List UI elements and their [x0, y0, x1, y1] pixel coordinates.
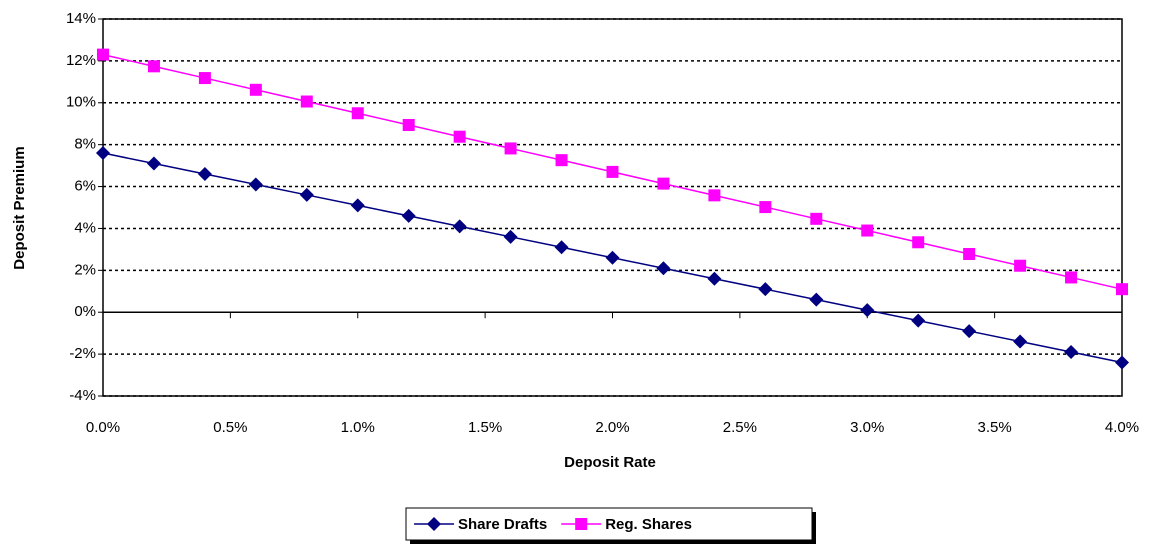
point — [963, 247, 976, 260]
x-tick-label: 0.5% — [213, 419, 247, 436]
y-tick-label: 6% — [74, 178, 96, 195]
point — [503, 229, 518, 244]
point — [1013, 334, 1028, 349]
point — [350, 198, 365, 213]
legend-label: Reg. Shares — [605, 516, 692, 533]
x-tick-label: 1.0% — [341, 419, 375, 436]
x-tick-label: 0.0% — [86, 419, 120, 436]
legend-marker — [575, 518, 588, 530]
x-tick-label: 3.5% — [978, 419, 1012, 436]
point — [708, 189, 721, 202]
point — [300, 95, 313, 108]
x-axis-title: Deposit Rate — [564, 454, 656, 471]
point — [758, 282, 773, 297]
point — [1064, 345, 1079, 360]
plot-area — [102, 18, 1123, 397]
point — [146, 156, 161, 171]
x-tick-label: 2.0% — [595, 419, 629, 436]
legend-label: Share Drafts — [458, 516, 547, 533]
point — [657, 177, 670, 190]
point — [248, 177, 263, 192]
point — [911, 313, 926, 328]
point — [504, 142, 517, 155]
point — [401, 208, 416, 223]
point — [555, 154, 568, 167]
point — [249, 83, 262, 96]
x-tick-label: 2.5% — [723, 419, 757, 436]
x-tick-label: 1.5% — [468, 419, 502, 436]
y-tick-label: -2% — [69, 345, 96, 362]
y-tick-label: 14% — [66, 10, 96, 27]
point — [197, 166, 212, 181]
point — [707, 271, 722, 286]
point — [606, 165, 619, 178]
y-axis-title: Deposit Premium — [11, 146, 28, 269]
point — [452, 219, 467, 234]
point — [1116, 283, 1128, 296]
point — [97, 48, 109, 61]
y-tick-label: 8% — [74, 136, 96, 153]
legend — [405, 507, 813, 541]
point — [759, 201, 772, 214]
point — [554, 240, 569, 255]
point — [861, 224, 874, 237]
y-tick-label: -4% — [69, 387, 96, 404]
y-tick-label: 0% — [74, 303, 96, 320]
y-tick-label: 10% — [66, 94, 96, 111]
y-tick-label: 12% — [66, 52, 96, 69]
point — [1115, 355, 1129, 370]
point — [299, 187, 314, 202]
legend-marker — [427, 517, 441, 531]
point — [809, 292, 824, 307]
point — [1014, 259, 1027, 272]
point — [96, 146, 110, 161]
point — [912, 236, 925, 249]
point — [402, 118, 415, 131]
point — [198, 72, 211, 85]
x-tick-label: 3.0% — [850, 419, 884, 436]
point — [1065, 271, 1078, 284]
point — [605, 250, 620, 265]
y-tick-label: 2% — [74, 261, 96, 278]
point — [810, 212, 823, 225]
point — [147, 60, 160, 73]
point — [860, 303, 875, 318]
x-tick-label: 4.0% — [1105, 419, 1139, 436]
y-tick-label: 4% — [74, 219, 96, 236]
point — [453, 130, 466, 143]
point — [962, 324, 977, 339]
point — [351, 107, 364, 120]
point — [656, 261, 671, 276]
